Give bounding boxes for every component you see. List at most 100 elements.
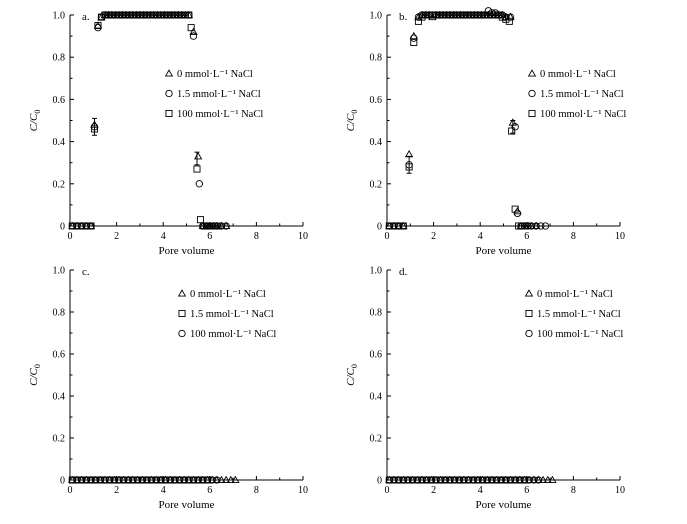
legend-label: 100 mmol·L⁻¹ NaCl xyxy=(537,329,623,340)
y-tick-label: 0.2 xyxy=(53,434,66,445)
data-point-circle xyxy=(441,476,449,484)
y-tick-label: 0.4 xyxy=(370,392,383,403)
y-tick-label: 0.4 xyxy=(53,137,66,148)
x-tick-label: 6 xyxy=(524,485,529,496)
data-point-circle xyxy=(446,476,454,484)
x-axis-label: Pore volume xyxy=(159,499,215,511)
legend-marker-square xyxy=(165,109,173,118)
legend-marker-square xyxy=(178,309,186,318)
x-axis-label: Pore volume xyxy=(159,245,215,257)
x-axis-label: Pore volume xyxy=(476,245,532,257)
y-tick-label: 0 xyxy=(377,222,382,233)
series-circle xyxy=(385,476,543,484)
x-tick-label: 10 xyxy=(298,231,308,242)
y-tick-label: 0 xyxy=(60,476,65,487)
data-point-circle xyxy=(161,476,170,484)
x-tick-label: 2 xyxy=(114,485,119,496)
legend-marker-triangle xyxy=(527,69,537,77)
data-point-circle xyxy=(537,222,545,230)
data-point-circle xyxy=(534,476,543,484)
data-point-square xyxy=(68,222,76,230)
y-tick-label: 0.8 xyxy=(53,308,66,319)
y-tick-label: 0.8 xyxy=(53,53,66,64)
data-point-circle xyxy=(432,476,440,484)
legend-label: 100 mmol·L⁻¹ NaCl xyxy=(190,329,276,340)
data-point-square xyxy=(185,11,193,19)
data-point-circle xyxy=(166,476,174,484)
data-point-circle xyxy=(189,476,198,484)
y-tick-label: 0.4 xyxy=(53,392,66,403)
legend-label: 100 mmol·L⁻¹ NaCl xyxy=(540,109,626,120)
data-point-circle xyxy=(450,476,459,484)
data-point-square xyxy=(395,222,403,230)
y-axis-label-main: C/C xyxy=(28,367,40,385)
data-point-circle xyxy=(436,476,445,484)
data-point-square xyxy=(90,125,98,133)
y-tick-label: 1.0 xyxy=(53,266,66,277)
data-point-circle xyxy=(124,476,132,484)
data-point-square xyxy=(390,222,398,230)
data-point-circle xyxy=(413,476,421,484)
legend-marker-circle xyxy=(528,89,536,98)
data-point-square xyxy=(410,38,418,46)
data-point-circle xyxy=(195,180,203,188)
series-triangle xyxy=(68,10,231,230)
series-square xyxy=(68,11,222,230)
x-tick-label: 2 xyxy=(431,485,436,496)
data-point-circle xyxy=(483,476,491,484)
data-point-square xyxy=(73,222,81,230)
legend-label: 0 mmol·L⁻¹ NaCl xyxy=(537,289,613,300)
y-tick-label: 0.6 xyxy=(370,95,383,106)
data-point-triangle xyxy=(221,475,231,483)
x-tick-label: 8 xyxy=(254,231,259,242)
data-point-circle xyxy=(73,476,81,484)
data-point-circle xyxy=(427,476,435,484)
data-point-circle xyxy=(157,476,165,484)
y-axis-label-main: C/C xyxy=(28,113,40,131)
data-point-circle xyxy=(213,476,221,484)
y-tick-label: 0 xyxy=(60,222,65,233)
y-tick-label: 0.6 xyxy=(53,350,66,361)
panel-label: b. xyxy=(399,11,408,23)
data-point-circle xyxy=(469,476,477,484)
data-point-circle xyxy=(506,476,515,484)
legend-marker-circle xyxy=(525,329,533,338)
data-point-circle xyxy=(194,476,202,484)
data-point-circle xyxy=(502,476,510,484)
legend-label: 0 mmol·L⁻¹ NaCl xyxy=(190,289,266,300)
x-tick-label: 0 xyxy=(385,231,390,242)
y-tick-label: 1.0 xyxy=(53,11,66,22)
data-point-circle xyxy=(175,476,184,484)
data-point-circle xyxy=(203,476,212,484)
x-tick-label: 6 xyxy=(524,231,529,242)
series-triangle xyxy=(385,10,541,230)
y-tick-label: 0.2 xyxy=(53,179,66,190)
data-point-circle xyxy=(488,476,496,484)
data-point-circle xyxy=(492,476,501,484)
y-tick-label: 0.2 xyxy=(370,179,383,190)
data-point-circle xyxy=(410,34,418,42)
data-point-triangle xyxy=(508,118,517,126)
data-point-triangle xyxy=(193,152,203,160)
y-tick-label: 0.6 xyxy=(53,95,66,106)
data-point-square xyxy=(508,127,516,135)
y-tick-label: 0.6 xyxy=(370,350,383,361)
data-point-circle xyxy=(77,476,86,484)
x-tick-label: 2 xyxy=(114,231,119,242)
data-point-circle xyxy=(408,476,417,484)
data-point-triangle xyxy=(226,475,235,483)
y-tick-label: 1.0 xyxy=(370,266,383,277)
data-point-circle xyxy=(91,476,100,484)
legend-label: 100 mmol·L⁻¹ NaCl xyxy=(177,109,263,120)
legend-marker-triangle xyxy=(177,289,187,297)
x-tick-label: 4 xyxy=(478,485,483,496)
legend-label: 1.5 mmol·L⁻¹ NaCl xyxy=(537,309,621,320)
data-point-circle xyxy=(133,476,142,484)
y-axis-label: C/C0 xyxy=(345,364,359,386)
data-point-circle xyxy=(152,476,160,484)
legend-marker-circle xyxy=(178,329,186,338)
data-point-circle xyxy=(516,476,524,484)
